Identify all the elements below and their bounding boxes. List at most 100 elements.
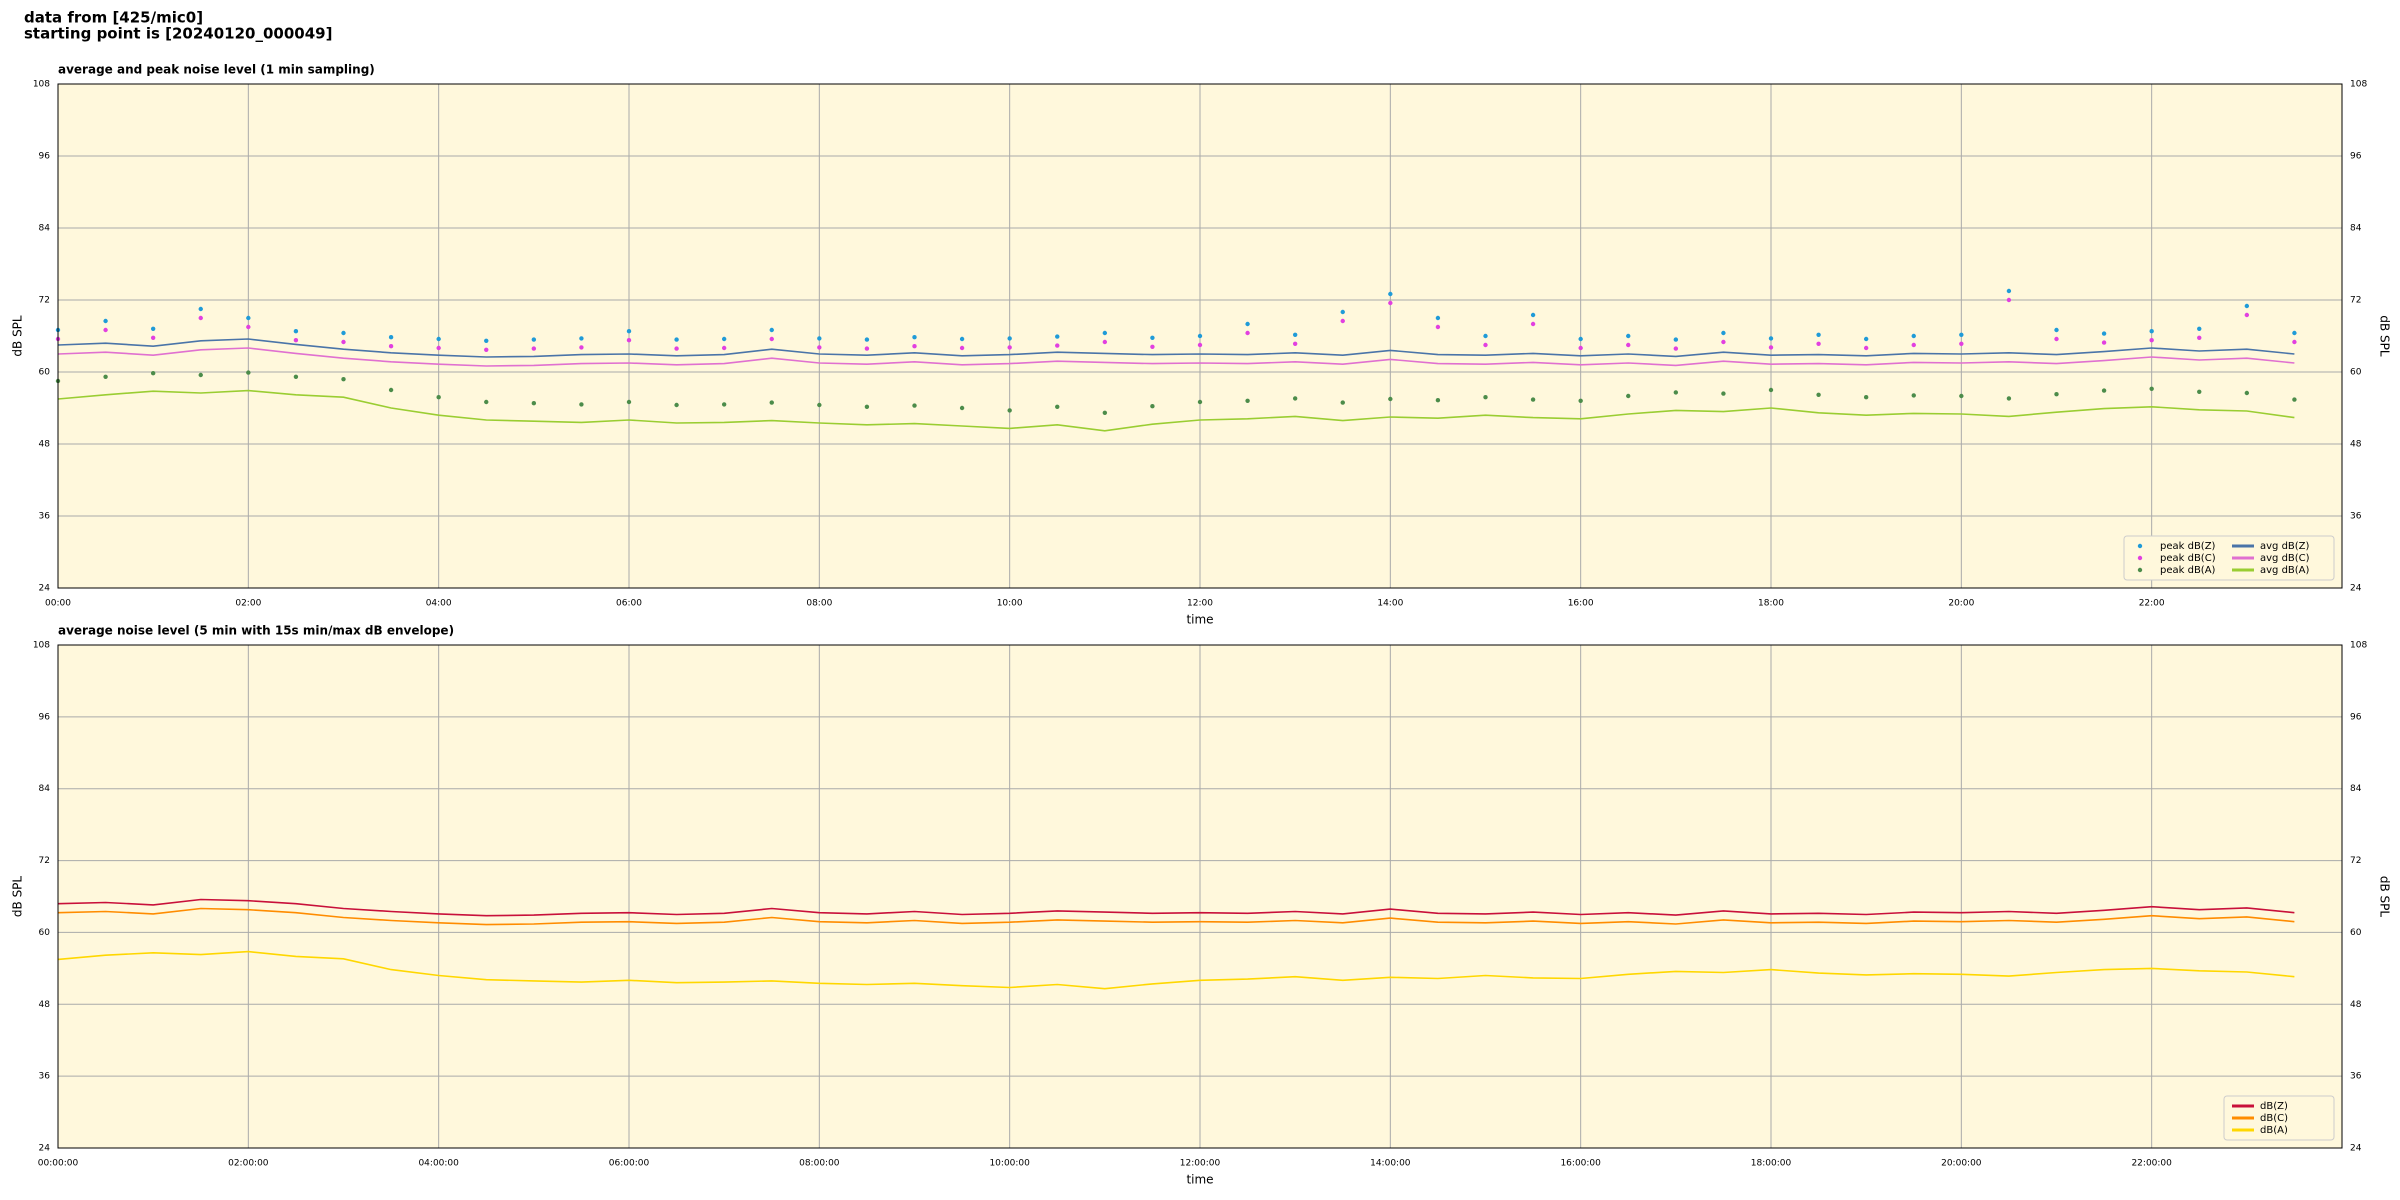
peak-point	[1388, 291, 1393, 297]
peak-point	[1673, 337, 1679, 342]
x-tick-label: 22:00	[2139, 599, 2165, 609]
peak-point	[1483, 342, 1488, 348]
peak-point	[1816, 392, 1821, 397]
x-tick-label: 14:00:00	[1370, 1159, 1411, 1169]
peak-point	[103, 327, 108, 333]
peak-point	[1150, 344, 1155, 349]
peak-point	[1911, 333, 1916, 339]
peak-point	[1673, 390, 1679, 395]
legend-marker	[2137, 567, 2143, 573]
peak-point	[436, 336, 441, 342]
peak-point	[769, 336, 774, 342]
y2-tick-label: 36	[2350, 512, 2362, 522]
peak-point	[912, 335, 917, 340]
peak-point	[1435, 315, 1441, 321]
peak-point	[864, 337, 870, 342]
x-tick-label: 14:00	[1377, 599, 1403, 609]
series-line	[57, 338, 2295, 358]
peak-point	[1245, 321, 1250, 327]
peak-point	[1959, 393, 1964, 399]
peak-point	[484, 399, 489, 405]
peak-point	[2244, 390, 2250, 396]
y-tick-label: 24	[39, 1144, 51, 1154]
y2-tick-label: 24	[2350, 584, 2362, 594]
peak-point	[2197, 326, 2202, 331]
x-tick-label: 20:00	[1948, 599, 1974, 609]
peak-point	[2244, 303, 2250, 309]
peak-point	[1959, 332, 1964, 337]
peak-point	[341, 377, 346, 382]
peak-point	[817, 336, 822, 341]
legend-marker	[2137, 555, 2143, 561]
peak-point	[1007, 345, 1012, 350]
y-tick-label: 84	[39, 784, 51, 794]
x-tick-label: 00:00:00	[38, 1159, 79, 1169]
peak-point	[1292, 396, 1298, 401]
y-tick-label: 48	[39, 1000, 51, 1010]
peak-point	[769, 327, 774, 333]
peak-point	[1197, 399, 1203, 405]
peak-point	[1768, 345, 1774, 350]
chart-title: average noise level (5 min with 15s min/…	[58, 624, 454, 638]
peak-point	[436, 395, 441, 400]
legend-marker	[2137, 543, 2143, 549]
peak-point	[1340, 309, 1345, 315]
x-tick-label: 20:00:00	[1941, 1159, 1982, 1169]
peak-point	[721, 402, 727, 407]
peak-point	[1721, 339, 1726, 345]
x-tick-label: 10:00:00	[989, 1159, 1030, 1169]
peak-point	[2292, 330, 2297, 336]
peak-point	[2292, 339, 2297, 345]
peak-point	[674, 337, 679, 342]
y2-tick-label: 96	[2350, 152, 2362, 162]
peak-point	[246, 324, 251, 330]
peak-point	[198, 372, 203, 378]
peak-point	[103, 374, 108, 379]
peak-point	[2006, 297, 2012, 303]
peak-point	[2197, 389, 2202, 394]
plot-frame	[57, 83, 2343, 589]
y-tick-label: 36	[39, 512, 51, 522]
x-tick-label: 12:00:00	[1180, 1159, 1221, 1169]
peak-point	[579, 336, 584, 341]
peak-point	[388, 335, 394, 340]
peak-point	[1626, 342, 1631, 348]
y-tick-label: 96	[39, 712, 51, 722]
peak-point	[1483, 333, 1488, 339]
y2-tick-label: 72	[2350, 296, 2361, 306]
x-tick-label: 22:00:00	[2131, 1159, 2172, 1169]
peak-point	[1245, 330, 1250, 336]
y2-tick-label: 60	[2350, 928, 2362, 938]
y2-tick-label: 48	[2350, 440, 2362, 450]
x-tick-label: 04:00	[426, 599, 452, 609]
series-line	[57, 347, 2295, 367]
peak-point	[769, 400, 774, 405]
peak-point	[2054, 392, 2059, 397]
peak-point	[2149, 386, 2154, 391]
peak-point	[579, 345, 584, 350]
peak-point	[1578, 336, 1583, 342]
peak-point	[2101, 388, 2107, 393]
y-tick-label: 60	[39, 928, 51, 938]
peak-point	[1388, 396, 1393, 402]
peak-point	[1150, 404, 1155, 409]
peak-point	[1911, 393, 1916, 398]
peak-point	[1245, 398, 1250, 403]
peak-point	[1768, 387, 1774, 393]
peak-point	[150, 326, 156, 331]
peak-point	[2197, 335, 2202, 340]
peak-point	[103, 318, 108, 324]
peak-point	[1626, 393, 1631, 399]
x-tick-label: 08:00:00	[799, 1159, 840, 1169]
peak-point	[1055, 343, 1060, 348]
y-tick-label: 108	[33, 80, 50, 90]
x-tick-label: 12:00	[1187, 599, 1213, 609]
y2-tick-label: 108	[2350, 641, 2367, 651]
peak-point	[531, 401, 537, 406]
peak-point	[1007, 336, 1012, 341]
peak-point	[674, 402, 679, 408]
peak-point	[246, 370, 251, 375]
header-line: starting point is [20240120_000049]	[24, 25, 332, 43]
peak-point	[198, 306, 203, 312]
